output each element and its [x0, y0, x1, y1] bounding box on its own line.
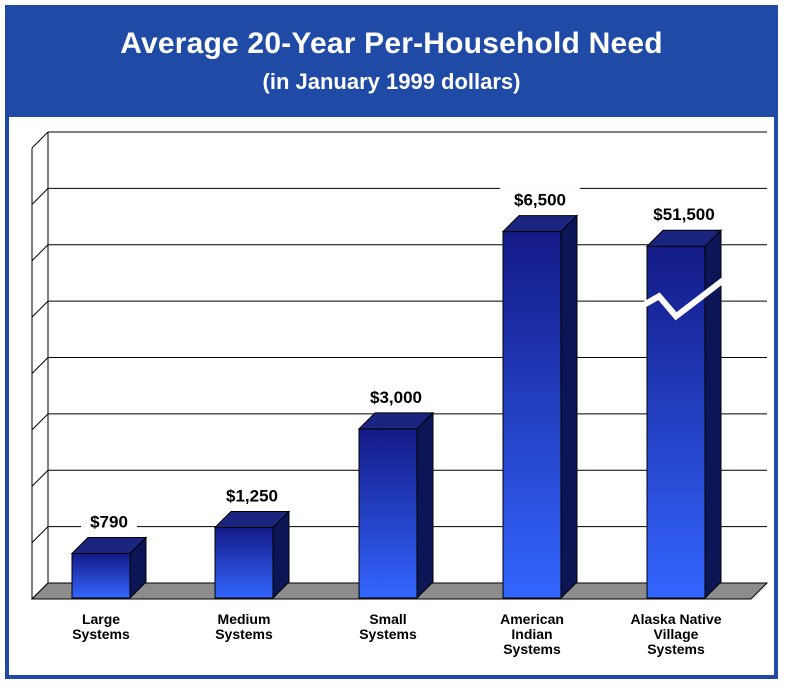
- value-label: $3,000: [370, 388, 422, 407]
- category-label: Large: [82, 611, 120, 627]
- category-label: Systems: [647, 641, 705, 657]
- category-label: Village: [654, 626, 699, 642]
- wall-gridline: [31, 244, 49, 262]
- wall-gridline: [31, 526, 49, 543]
- bar: [502, 231, 562, 599]
- bar-top: [501, 215, 579, 233]
- chart-title: Average 20-Year Per-Household Need: [120, 27, 663, 60]
- value-label-bg: [500, 187, 580, 212]
- wall-gridline: [31, 131, 49, 149]
- bar-side: [416, 411, 434, 600]
- bar-top: [70, 536, 148, 554]
- wall-gridline: [31, 469, 49, 487]
- bar-side: [560, 214, 578, 600]
- value-label-bg: [212, 483, 292, 508]
- category-label: Small: [369, 611, 406, 627]
- bar: [71, 552, 131, 599]
- category-label: Alaska Native: [630, 611, 721, 627]
- value-label-bg: [356, 384, 436, 409]
- value-label: $1,250: [226, 487, 278, 506]
- bar: [358, 428, 418, 599]
- category-label: Medium: [218, 611, 271, 627]
- bar-top: [645, 229, 723, 247]
- chart-subtitle: (in January 1999 dollars): [262, 69, 521, 94]
- bar-top: [357, 412, 435, 430]
- wall-gridline: [31, 188, 49, 205]
- wall-gridline: [31, 357, 49, 374]
- bar: [214, 527, 274, 599]
- value-label: $6,500: [514, 191, 566, 210]
- axis-break-mark: [643, 277, 725, 321]
- value-label: $51,500: [653, 205, 714, 224]
- value-label: $790: [90, 512, 128, 531]
- category-label: Systems: [72, 626, 130, 642]
- value-label-bg: [81, 509, 137, 534]
- category-label: Systems: [215, 626, 273, 642]
- category-label: American: [500, 611, 564, 627]
- chart-header: Average 20-Year Per-Household Need (in J…: [9, 9, 774, 117]
- category-label: Indian: [511, 626, 552, 642]
- value-label-bg: [638, 202, 730, 227]
- wall-gridline: [31, 300, 49, 318]
- bar-top: [213, 511, 291, 529]
- wall-gridline: [31, 413, 49, 431]
- category-label: Systems: [503, 641, 561, 657]
- category-label: Systems: [359, 626, 417, 642]
